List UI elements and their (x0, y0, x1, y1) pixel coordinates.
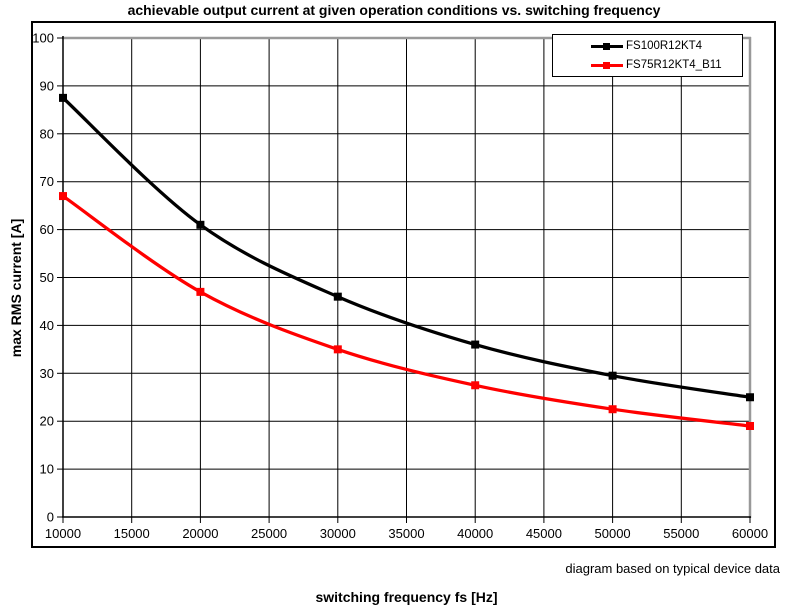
y-tick-label: 90 (40, 78, 54, 93)
x-tick-label: 40000 (457, 526, 493, 541)
y-tick-label: 50 (40, 270, 54, 285)
series-line-0 (61, 96, 751, 399)
x-tick-label: 35000 (388, 526, 424, 541)
chart-title: achievable output current at given opera… (127, 2, 661, 18)
y-tick-label: 40 (40, 318, 54, 333)
series-marker-1 (196, 287, 205, 296)
y-tick-label: 70 (40, 174, 54, 189)
square-marker-icon (603, 61, 610, 69)
x-tick-label: 55000 (663, 526, 699, 541)
series-marker-0 (471, 340, 480, 349)
x-tick-label: 15000 (114, 526, 150, 541)
y-axis-title: max RMS current [A] (8, 218, 24, 358)
y-tick-label: 0 (47, 510, 54, 525)
series-marker-0 (746, 393, 754, 402)
series-marker-1 (471, 381, 480, 390)
series-marker-0 (608, 371, 617, 380)
x-tick-label: 20000 (182, 526, 218, 541)
x-tick-label: 30000 (320, 526, 356, 541)
x-tick-label: 60000 (732, 526, 768, 541)
legend-label: FS75R12KT4_B11 (626, 59, 722, 71)
legend-item: FS100R12KT4 (553, 37, 742, 56)
legend-item: FS75R12KT4_B11 (553, 56, 742, 75)
legend-line-sample (591, 61, 623, 69)
y-tick-label: 10 (40, 462, 54, 477)
square-marker-icon (603, 42, 610, 50)
series-marker-0 (196, 220, 205, 229)
y-tick-label: 100 (32, 31, 54, 46)
x-tick-label: 45000 (526, 526, 562, 541)
data-source-note: diagram based on typical device data (565, 561, 780, 576)
x-tick-label: 25000 (251, 526, 287, 541)
series-marker-1 (746, 421, 754, 430)
legend: FS100R12KT4 FS75R12KT4_B11 (552, 34, 743, 77)
y-tick-label: 30 (40, 366, 54, 381)
x-axis-title: switching frequency fs [Hz] (315, 589, 498, 605)
series-marker-1 (59, 192, 67, 201)
x-tick-label: 50000 (595, 526, 631, 541)
y-tick-label: 60 (40, 222, 54, 237)
legend-line-sample (591, 42, 623, 50)
series-marker-1 (333, 345, 342, 354)
series-marker-0 (333, 292, 342, 301)
legend-label: FS100R12KT4 (626, 40, 703, 52)
chart-frame (31, 21, 776, 548)
series-line-1 (62, 194, 751, 428)
x-tick-label: 10000 (45, 526, 81, 541)
y-tick-label: 20 (40, 414, 54, 429)
series-marker-1 (608, 405, 617, 414)
series-marker-0 (59, 93, 67, 102)
y-tick-label: 80 (40, 126, 54, 141)
